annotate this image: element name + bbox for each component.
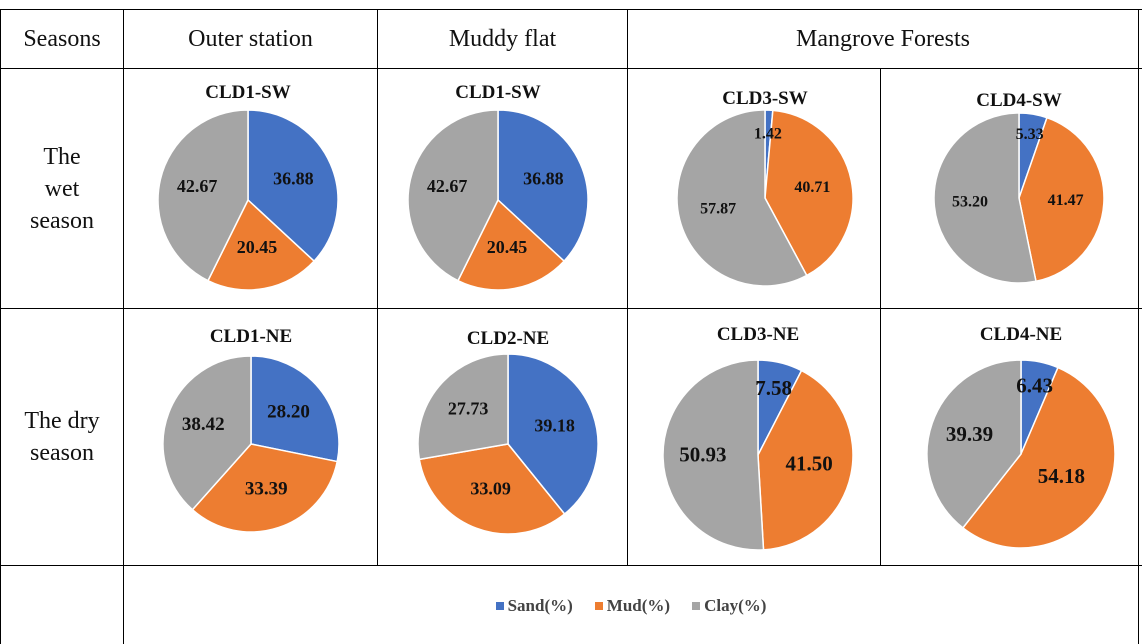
legend-item-clay: Clay(%) — [692, 596, 766, 616]
pie-slice-mud — [456, 198, 566, 291]
pie-slice-mud — [191, 443, 339, 533]
data-label-clay: 57.87 — [700, 201, 736, 218]
header-outer-station: Outer station — [188, 25, 313, 52]
row-label-line: The — [43, 143, 81, 170]
data-label-mud: 40.71 — [794, 179, 830, 196]
pie-slice-sand — [247, 109, 339, 263]
rule — [0, 68, 1142, 69]
pie-slice-sand — [507, 353, 599, 516]
data-label-mud: 20.45 — [237, 237, 278, 257]
pie-slice-sand — [250, 355, 340, 463]
header-mangrove-forests: Mangrove Forests — [796, 25, 970, 52]
chart-title: CLD4-SW — [976, 90, 1062, 111]
data-label-mud: 33.39 — [245, 478, 288, 499]
legend: Sand(%) Mud(%) Clay(%) — [124, 596, 1138, 616]
data-label-sand: 5.33 — [1016, 126, 1044, 143]
data-label-clay: 38.42 — [182, 414, 225, 435]
data-label-sand: 36.88 — [273, 168, 314, 188]
pie-slice-clay — [407, 109, 499, 282]
data-label-sand: 39.18 — [534, 416, 575, 436]
pie-slice-clay — [162, 355, 252, 511]
rule — [377, 9, 378, 566]
chart-title: CLD3-SW — [722, 88, 808, 109]
row-label-line: season — [30, 207, 94, 234]
pie-slice-mud — [418, 443, 566, 535]
chart-title: CLD3-NE — [716, 324, 800, 345]
data-label-clay: 27.73 — [448, 399, 489, 419]
data-label-mud: 20.45 — [487, 237, 528, 257]
data-label-sand: 1.42 — [754, 125, 782, 142]
rule — [0, 9, 1142, 10]
legend-swatch-clay — [692, 602, 701, 610]
chart-title: CLD1-SW — [205, 82, 291, 103]
data-label-clay: 53.20 — [952, 194, 988, 211]
legend-swatch-sand — [495, 602, 504, 610]
pie-slice-mud — [757, 369, 854, 551]
pie-chart: 39.18 33.09 27.73 — [417, 353, 599, 535]
pie-slice-mud — [1018, 116, 1105, 283]
pie-chart: 36.88 20.45 42.67 — [407, 109, 589, 291]
rule — [123, 9, 124, 644]
chart-title: CLD4-NE — [979, 324, 1063, 345]
pie-slice-mud — [764, 109, 854, 277]
pie-slice-mud — [206, 198, 316, 291]
pie-slice-clay — [662, 359, 765, 551]
pie-chart: 6.43 54.18 39.39 — [926, 359, 1116, 549]
header-seasons: Seasons — [23, 25, 101, 52]
data-label-mud: 54.18 — [1038, 464, 1085, 488]
data-label-clay: 50.93 — [679, 442, 726, 466]
rule — [0, 565, 1142, 566]
rule — [1138, 9, 1139, 644]
data-label-clay: 39.39 — [946, 422, 993, 446]
rule — [880, 68, 881, 566]
chart-title: CLD2-NE — [466, 328, 550, 349]
row-label-line: The dry — [24, 408, 100, 434]
data-label-sand: 28.20 — [267, 402, 310, 423]
data-label-sand: 36.88 — [523, 168, 564, 188]
pie-chart: 7.58 41.50 50.93 — [662, 359, 854, 551]
data-label-clay: 42.67 — [177, 176, 218, 196]
pie-chart: 28.20 33.39 38.42 — [162, 355, 340, 533]
chart-title: CLD1-NE — [209, 326, 293, 347]
pie-slice-clay — [676, 109, 808, 287]
row-label-dry-season: The dry season — [1, 309, 123, 565]
data-label-mud: 41.47 — [1048, 192, 1084, 209]
pie-chart: 36.88 20.45 42.67 — [157, 109, 339, 291]
legend-label: Mud(%) — [606, 596, 671, 615]
legend-item-mud: Mud(%) — [594, 596, 671, 616]
pie-slice-mud — [961, 366, 1116, 549]
chart-title: CLD1-SW — [455, 82, 541, 103]
pie-slice-clay — [926, 359, 1022, 529]
rule — [0, 9, 1, 644]
pie-slice-clay — [933, 112, 1037, 284]
rule — [627, 9, 628, 566]
data-label-sand: 7.58 — [755, 376, 792, 400]
legend-swatch-mud — [594, 602, 603, 610]
rule — [0, 308, 1142, 309]
legend-label: Clay(%) — [704, 596, 767, 615]
pie-chart: 5.33 41.47 53.20 — [933, 112, 1105, 284]
header-muddy-flat: Muddy flat — [448, 25, 557, 52]
row-label-line: season — [30, 440, 94, 466]
pie-slice-clay — [157, 109, 249, 282]
pie-slice-clay — [417, 353, 509, 461]
row-label-wet-season: The wet season — [1, 69, 123, 308]
data-label-sand: 6.43 — [1016, 374, 1053, 398]
legend-item-sand: Sand(%) — [495, 596, 573, 616]
data-label-mud: 33.09 — [470, 478, 511, 498]
data-label-clay: 42.67 — [427, 176, 468, 196]
legend-label: Sand(%) — [507, 596, 573, 615]
pie-slice-sand — [497, 109, 589, 263]
pie-chart: 1.42 40.71 57.87 — [676, 109, 854, 287]
row-label-line: wet — [44, 175, 80, 202]
data-label-mud: 41.50 — [785, 452, 832, 476]
